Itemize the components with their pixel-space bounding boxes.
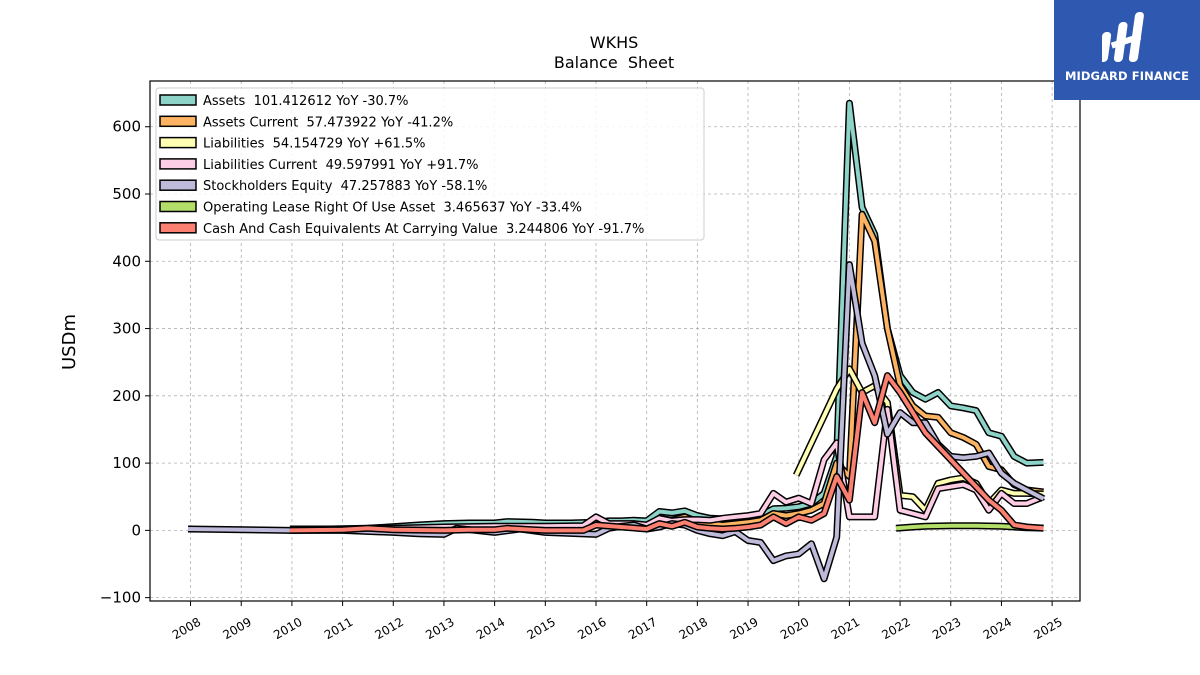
legend-swatch [159, 222, 197, 234]
x-tick-label: 2011 [322, 615, 355, 642]
x-tick-label: 2010 [271, 615, 304, 642]
legend-label: Stockholders Equity 47.257883 YoY -58.1% [203, 179, 487, 194]
x-tick-label: 2020 [778, 615, 811, 642]
series-line [289, 373, 1044, 533]
y-tick-label: 100 [112, 454, 141, 472]
x-tick-label: 2021 [829, 615, 862, 642]
y-tick-label: 0 [131, 521, 141, 539]
legend-label: Cash And Cash Equivalents At Carrying Va… [203, 222, 644, 237]
plot-frame [149, 80, 1081, 602]
y-tick-label: 500 [112, 185, 141, 203]
y-axis-label: USDm [59, 314, 80, 370]
y-tick-label: −100 [100, 589, 141, 607]
legend-swatch [159, 158, 197, 170]
x-tick-label: 2023 [930, 615, 963, 642]
y-tick-label: 400 [112, 252, 141, 270]
series-lines [187, 99, 1046, 583]
chart-title: WKHS [590, 33, 639, 52]
legend-label: Assets 101.412612 YoY -30.7% [203, 94, 409, 109]
legend-swatch [159, 179, 197, 191]
x-tick-label: 2024 [981, 615, 1014, 642]
legend-swatch [159, 200, 197, 213]
x-tick-label: 2016 [575, 615, 608, 642]
legend-label: Liabilities Current 49.597991 YoY +91.7% [203, 158, 478, 173]
legend: Assets 101.412612 YoY -30.7% Assets Curre… [155, 87, 705, 241]
x-tick-label: 2013 [423, 615, 456, 642]
legend-label: Assets Current 57.473922 YoY -41.2% [203, 115, 453, 130]
x-tick-label: 2012 [373, 615, 406, 642]
x-tick-label: 2025 [1031, 615, 1064, 642]
legend-label: Operating Lease Right Of Use Asset 3.465… [203, 201, 582, 216]
brand-logo: MIDGARD FINANCE [1054, 0, 1200, 100]
legend-swatch [159, 94, 197, 106]
legend-swatch [159, 136, 197, 149]
x-tick-label: 2009 [220, 615, 253, 642]
x-tick-label: 2018 [677, 615, 710, 642]
y-tick-label: 300 [112, 320, 141, 338]
x-tick-label: 2022 [879, 615, 912, 642]
x-tick-label: 2015 [525, 615, 558, 642]
x-tick-label: 2008 [170, 615, 203, 642]
logo-text: MIDGARD FINANCE [1064, 69, 1190, 83]
series-line [289, 407, 1045, 533]
legend-swatch [159, 115, 197, 128]
x-tick-label: 2014 [474, 615, 507, 642]
legend-label: Liabilities 54.154729 YoY +61.5% [203, 137, 426, 152]
chart-subtitle: Balance Sheet [554, 53, 674, 72]
y-tick-label: 200 [112, 387, 141, 405]
midgard-logo-icon [1102, 12, 1144, 62]
legend-box [155, 87, 705, 241]
x-tick-label: 2017 [626, 615, 659, 642]
y-tick-label: 600 [112, 118, 141, 136]
x-tick-label: 2019 [727, 615, 760, 642]
